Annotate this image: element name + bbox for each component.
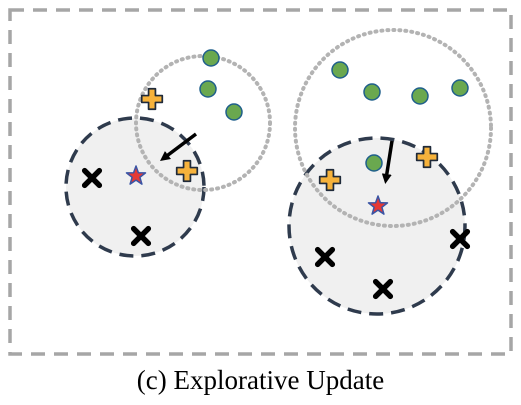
green-point-icon <box>451 79 469 97</box>
update-arrow-icon <box>381 140 394 184</box>
green-point-icon <box>411 87 429 105</box>
green-point-icon <box>363 83 381 101</box>
green-point-icon <box>365 154 383 172</box>
right-group <box>287 28 493 316</box>
outer-frame <box>8 8 513 356</box>
right-candidate-region <box>293 28 493 228</box>
green-point-icon <box>202 49 220 67</box>
green-point-icon <box>331 61 349 79</box>
figure-caption: (c) Explorative Update <box>136 365 385 395</box>
update-arrow-icon <box>160 132 198 161</box>
left-candidate-region <box>134 54 272 192</box>
green-point-icon <box>225 103 243 121</box>
left-group <box>64 49 272 258</box>
plus-marker-icon <box>140 87 164 111</box>
green-point-icon <box>199 80 217 98</box>
